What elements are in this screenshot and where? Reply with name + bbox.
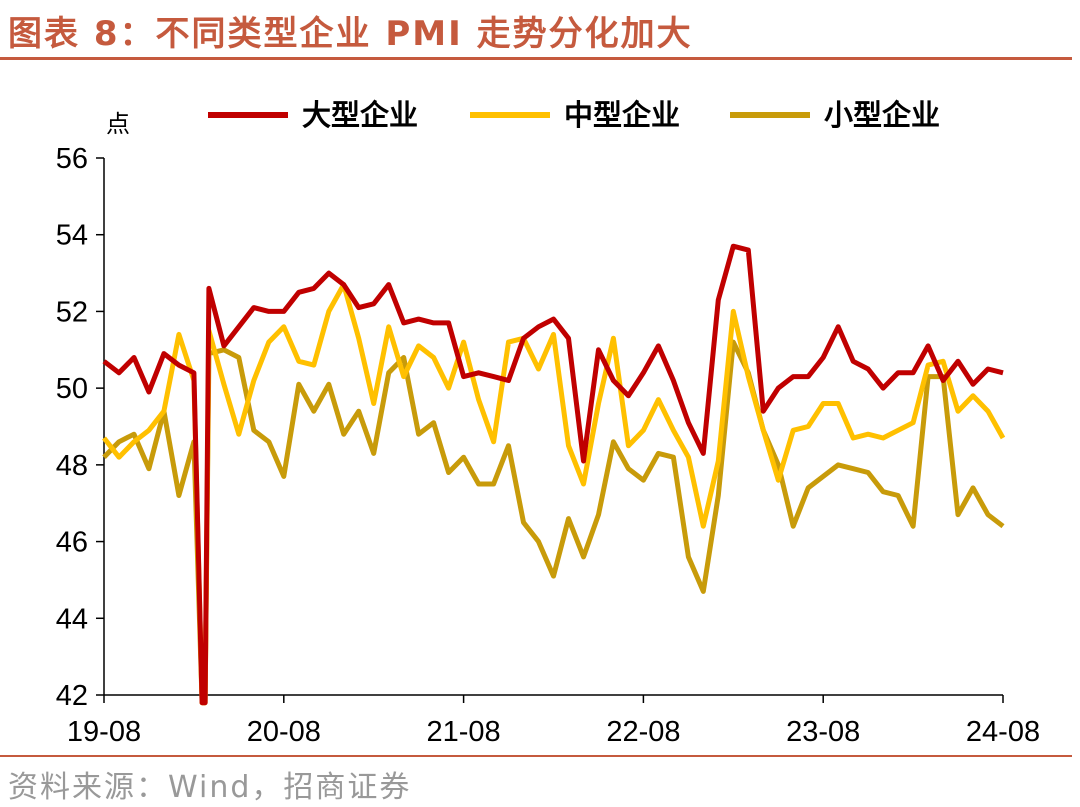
x-tick-label-24-08: 24-08 [966, 716, 1040, 748]
x-tick-label-19-08: 19-08 [67, 716, 141, 748]
y-tick-label-42: 42 [56, 680, 88, 712]
legend-label-1: 大型企业 [302, 98, 418, 132]
series-line-2 [102, 282, 1006, 706]
y-tick-label-56: 56 [56, 143, 88, 175]
y-tick-label-52: 52 [56, 296, 88, 328]
x-tick-label-21-08: 21-08 [427, 716, 501, 748]
y-tick-label-44: 44 [56, 603, 88, 635]
y-tick-label-48: 48 [56, 450, 88, 482]
y-tick-label-54: 54 [56, 220, 88, 252]
figure-title: 图表 8：不同类型企业 PMI 走势分化加大 [8, 14, 693, 54]
line-chart: 42 44 46 48 50 52 54 56 点 19-08 20-08 21-08 22-08 23-… [56, 98, 1040, 748]
y-tick-label-50: 50 [56, 373, 88, 405]
x-tick-label-22-08: 22-08 [606, 716, 680, 748]
x-tick-label-23-08: 23-08 [786, 716, 860, 748]
source-note: 资料来源：Wind，招商证券 [8, 770, 412, 805]
series-line-1 [102, 243, 1004, 706]
source-divider [0, 755, 1072, 757]
series-line-3 [102, 339, 1005, 706]
title-divider [0, 57, 1072, 60]
y-unit-label: 点 [106, 110, 130, 138]
y-tick-label-46: 46 [56, 527, 88, 559]
legend-label-2: 中型企业 [564, 98, 680, 132]
x-tick-label-20-08: 20-08 [247, 716, 321, 748]
legend-label-3: 小型企业 [824, 98, 940, 132]
